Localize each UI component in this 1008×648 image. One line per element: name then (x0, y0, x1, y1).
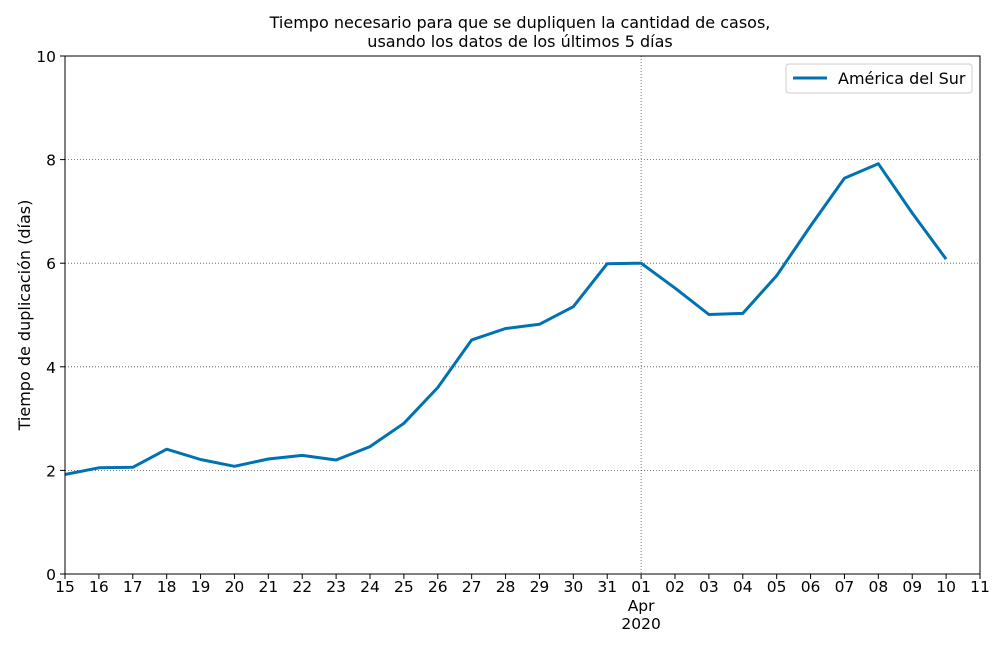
x-tick-label: 25 (394, 578, 414, 596)
x-tick-label: 26 (428, 578, 448, 596)
x-tick-label: 31 (597, 578, 617, 596)
y-tick-label: 2 (46, 462, 56, 480)
x-tick-label: 10 (936, 578, 956, 596)
y-tick-label: 8 (46, 152, 56, 170)
chart-title-line-2: usando los datos de los últimos 5 días (367, 32, 672, 51)
x-tick-label: 19 (191, 578, 211, 596)
series-layer (64, 162, 948, 476)
x-tick-label: 20 (225, 578, 245, 596)
x-tick-label: 16 (89, 578, 109, 596)
y-tick-label: 4 (46, 359, 56, 377)
x-tick-label: 29 (530, 578, 550, 596)
x-tick-label: 09 (902, 578, 922, 596)
x-tick-label: 28 (496, 578, 516, 596)
x-tick-label: 17 (123, 578, 143, 596)
x-tick-label: 08 (868, 578, 888, 596)
x-tick-label: 27 (462, 578, 482, 596)
x-tick-year-label: 2020 (621, 615, 660, 633)
x-tick-label: 01 (631, 578, 651, 596)
x-tick-label: 04 (733, 578, 753, 596)
x-tick-label: 22 (292, 578, 312, 596)
legend: América del Sur (785, 63, 973, 94)
y-axis-label: Tiempo de duplicación (días) (15, 200, 34, 432)
x-tick-label: 05 (767, 578, 787, 596)
y-tick-label: 6 (46, 255, 56, 273)
x-tick-label: 07 (835, 578, 855, 596)
grid-lines (65, 56, 980, 574)
x-tick-label: 18 (157, 578, 177, 596)
x-tick-label: 21 (258, 578, 278, 596)
y-tick-label: 10 (36, 48, 56, 66)
x-tick-label: 24 (360, 578, 380, 596)
x-tick-label: 11 (970, 578, 990, 596)
plot-area-frame (64, 55, 981, 575)
series-line (64, 162, 948, 476)
x-tick-label: 02 (665, 578, 685, 596)
x-tick-label: 15 (55, 578, 75, 596)
x-tick-label: 06 (801, 578, 821, 596)
x-tick-month-label: Apr (628, 597, 655, 615)
legend-label: América del Sur (838, 69, 966, 88)
y-tick-label: 0 (46, 566, 56, 584)
x-tick-label: 23 (326, 578, 346, 596)
x-tick-label: 03 (699, 578, 719, 596)
x-tick-label: 30 (563, 578, 583, 596)
chart-title-line-1: Tiempo necesario para que se dupliquen l… (269, 13, 771, 32)
legend-frame (785, 63, 973, 94)
